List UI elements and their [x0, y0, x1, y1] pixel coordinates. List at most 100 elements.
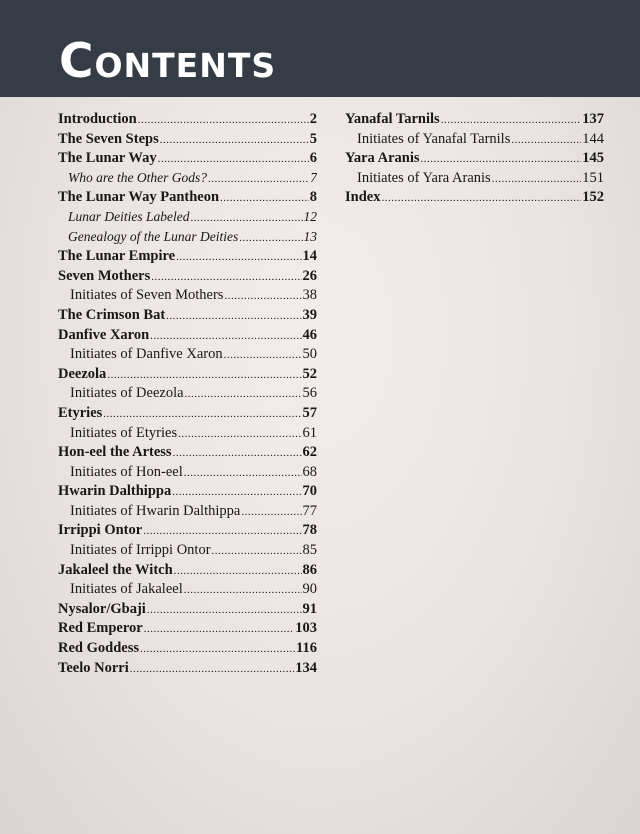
dot-leader	[173, 444, 302, 461]
toc-entry-label: Initiates of Yara Aranis	[357, 169, 491, 186]
dot-leader	[185, 385, 302, 402]
toc-page-number: 144	[582, 130, 604, 147]
toc-entry[interactable]: Teelo Norri 134	[58, 660, 317, 680]
toc-page-number: 137	[582, 111, 604, 127]
toc-entry-label: Deezola	[58, 365, 107, 382]
toc-page-number: 6	[309, 150, 317, 167]
dot-leader	[381, 189, 581, 206]
toc-page-number: 70	[302, 483, 318, 500]
toc-entry[interactable]: The Crimson Bat 39	[58, 307, 317, 327]
dot-leader	[176, 248, 301, 265]
dot-leader	[224, 287, 301, 304]
toc-entry-label: Initiates of Etyries	[70, 424, 178, 441]
toc-entry[interactable]: Hwarin Dalthippa 70	[58, 483, 317, 503]
toc-entry[interactable]: Red Emperor 103	[58, 620, 317, 640]
toc-entry[interactable]: Initiates of Jakaleel 90	[58, 581, 317, 601]
toc-page-number: 26	[302, 267, 318, 284]
toc-entry[interactable]: Hon-eel the Artess 62	[58, 444, 317, 464]
header-banner: Contents	[0, 0, 640, 97]
toc-entry[interactable]: Introduction 2	[58, 111, 317, 131]
toc-entry-label: Irrippi Ontor	[58, 522, 143, 539]
toc-entry[interactable]: The Lunar Way Pantheon 8	[58, 189, 317, 209]
toc-page-number: 14	[302, 248, 318, 265]
toc-entry[interactable]: Initiates of Hwarin Dalthippa 77	[58, 503, 317, 523]
toc-entry[interactable]: Irrippi Ontor 78	[58, 522, 317, 542]
toc-entry[interactable]: Initiates of Hon-eel 68	[58, 464, 317, 484]
toc-entry-label: The Lunar Empire	[58, 248, 176, 265]
toc-entry[interactable]: Deezola 52	[58, 366, 317, 386]
toc-entry[interactable]: Jakaleel the Witch 86	[58, 562, 317, 582]
toc-page-number: 2	[309, 111, 317, 127]
toc-entry-label: Initiates of Irrippi Ontor	[70, 542, 211, 559]
toc-entry-label: Who are the Other Gods?	[68, 169, 207, 185]
toc-page-number: 103	[295, 620, 317, 637]
toc-entry-label: Introduction	[58, 111, 137, 127]
toc-page-number: 7	[310, 169, 317, 185]
toc-entry[interactable]: Who are the Other Gods? 7	[58, 170, 317, 190]
toc-entry[interactable]: Yanafal Tarnils 137	[345, 111, 604, 131]
dot-leader	[184, 581, 302, 598]
toc-entry-label: Initiates of Jakaleel	[70, 581, 183, 598]
toc-entry-label: Initiates of Seven Mothers	[70, 287, 224, 304]
toc-entry[interactable]: Danfive Xaron 46	[58, 327, 317, 347]
toc-entry[interactable]: The Lunar Empire 14	[58, 248, 317, 268]
toc-entry[interactable]: Red Goddess 116	[58, 640, 317, 660]
toc-entry-label: Hon-eel the Artess	[58, 444, 172, 461]
dot-leader	[224, 346, 302, 363]
toc-entry-label: Hwarin Dalthippa	[58, 483, 172, 500]
dot-leader	[138, 111, 309, 128]
page-title: Contents	[59, 34, 277, 89]
dot-leader	[421, 150, 582, 167]
dot-leader	[441, 111, 582, 128]
toc-page-number: 145	[582, 150, 604, 167]
dot-leader	[144, 620, 295, 637]
toc-entry[interactable]: Nysalor/Gbaji 91	[58, 601, 317, 621]
dot-leader	[172, 483, 301, 500]
toc-entry[interactable]: Initiates of Seven Mothers 38	[58, 287, 317, 307]
toc-entry-label: The Lunar Way	[58, 150, 157, 167]
toc-entry[interactable]: Index 152	[345, 189, 604, 209]
toc-entry[interactable]: The Lunar Way 6	[58, 150, 317, 170]
dot-leader	[220, 189, 309, 206]
toc-entry[interactable]: Seven Mothers 26	[58, 268, 317, 288]
dot-leader	[184, 464, 302, 481]
dot-leader	[191, 209, 303, 225]
toc-entry-label: Yara Aranis	[345, 150, 420, 167]
toc-page-number: 77	[302, 502, 318, 519]
toc-entry-label: Yanafal Tarnils	[345, 111, 440, 127]
toc-column-right: Yanafal Tarnils 137 Initiates of Yanafal T…	[345, 111, 604, 209]
dot-leader	[492, 170, 582, 187]
toc-entry[interactable]: Initiates of Etyries 61	[58, 425, 317, 445]
toc-page-number: 52	[302, 365, 318, 382]
toc-entry-label: Seven Mothers	[58, 267, 151, 284]
toc-entry-label: The Lunar Way Pantheon	[58, 189, 220, 206]
toc-page-number: 62	[302, 444, 318, 461]
toc-page-number: 85	[302, 542, 318, 559]
dot-leader	[212, 542, 302, 559]
toc-entry[interactable]: Lunar Deities Labeled 12	[58, 209, 317, 229]
toc-page-number: 46	[302, 326, 318, 343]
toc-entry-label: Jakaleel the Witch	[58, 561, 173, 578]
toc-page-number: 152	[582, 189, 604, 206]
toc-entry-label: Lunar Deities Labeled	[68, 208, 190, 224]
toc-page-number: 13	[303, 228, 318, 244]
toc-entry[interactable]: Genealogy of the Lunar Deities 13	[58, 229, 317, 249]
dot-leader	[151, 268, 301, 285]
toc-entry[interactable]: The Seven Steps 5	[58, 131, 317, 151]
toc-page-number: 90	[302, 581, 318, 598]
toc-page-number: 38	[302, 287, 318, 304]
toc-page-number: 5	[309, 130, 317, 147]
toc-entry[interactable]: Etyries 57	[58, 405, 317, 425]
toc-entry[interactable]: Initiates of Deezola 56	[58, 385, 317, 405]
dot-leader	[166, 307, 301, 324]
toc-entry[interactable]: Initiates of Yanafal Tarnils 144	[345, 131, 604, 151]
dot-leader	[178, 425, 301, 442]
toc-entry[interactable]: Yara Aranis 145	[345, 150, 604, 170]
toc-entry-label: Danfive Xaron	[58, 326, 150, 343]
toc-page-number: 151	[582, 169, 604, 186]
dot-leader	[103, 405, 301, 422]
toc-entry[interactable]: Initiates of Danfive Xaron 50	[58, 346, 317, 366]
toc-entry[interactable]: Initiates of Yara Aranis 151	[345, 170, 604, 190]
toc-entry[interactable]: Initiates of Irrippi Ontor 85	[58, 542, 317, 562]
dot-leader	[160, 131, 309, 148]
